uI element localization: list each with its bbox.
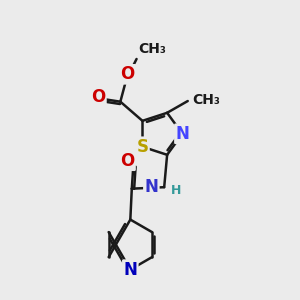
Text: S: S	[136, 138, 148, 156]
Text: N: N	[144, 178, 158, 196]
Text: O: O	[91, 88, 105, 106]
Text: CH₃: CH₃	[192, 93, 220, 106]
Text: H: H	[171, 184, 181, 196]
Text: N: N	[176, 125, 189, 143]
Text: N: N	[123, 261, 137, 279]
Text: CH₃: CH₃	[138, 42, 166, 56]
Text: O: O	[121, 65, 135, 83]
Text: O: O	[120, 152, 134, 170]
